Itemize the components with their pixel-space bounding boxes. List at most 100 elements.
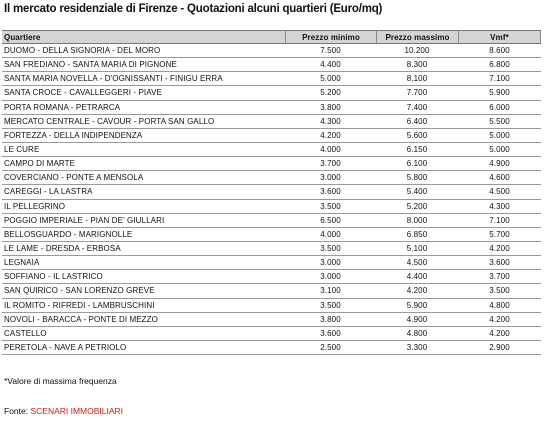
cell-quartiere: CASTELLO (4, 328, 47, 338)
cell-quartiere: MERCATO CENTRALE - CAVOUR - PORTA SAN GA… (4, 116, 215, 126)
page-title: Il mercato residenziale di Firenze - Quo… (4, 3, 383, 15)
table-row: LEGNAIA 3.000 4.500 3.600 (2, 256, 541, 271)
cell-prezzo-minimo: 3.500 (320, 201, 341, 211)
source-name: SCENARI IMMOBILIARI (30, 406, 124, 416)
cell-quartiere: LEGNAIA (4, 258, 40, 268)
cell-prezzo-minimo: 4.000 (320, 229, 341, 239)
cell-prezzo-massimo: 6.100 (406, 159, 428, 169)
table-row: LE CURE 4.000 6.150 5.000 (2, 143, 541, 158)
cell-quartiere: PORTA ROMANA - PETRARCA (4, 102, 121, 112)
cell-quartiere: DUOMO - DELLA SIGNORIA - DEL MORO (4, 46, 161, 56)
cell-vmf: 6.800 (489, 60, 510, 70)
source-line: Fonte: SCENARI IMMOBILIARI (4, 406, 123, 416)
cell-prezzo-massimo: 5.800 (406, 173, 428, 183)
table-row: COVERCIANO - PONTE A MENSOLA 3.000 5.800 4.… (2, 171, 541, 186)
cell-prezzo-minimo: 4.000 (320, 145, 341, 155)
cell-prezzo-minimo: 3.100 (320, 286, 341, 296)
cell-prezzo-minimo: 4.300 (320, 116, 341, 126)
table-row: POGGIO IMPERIALE - PIAN DE' GIULLARI 6.50… (2, 214, 541, 228)
table-row: SAN FREDIANO - SANTA MARIA DI PIGNONE 4.4… (2, 58, 541, 73)
table-row: CAMPO DI MARTE 3.700 6.100 4.900 (2, 157, 541, 172)
cell-prezzo-massimo: 8.300 (406, 60, 428, 70)
cell-prezzo-minimo: 3.000 (320, 272, 341, 282)
cell-prezzo-massimo: 5.100 (406, 244, 428, 254)
cell-prezzo-massimo: 3.300 (406, 343, 428, 353)
table-row: NOVOLI - BARACCA - PONTE DI MEZZO 3.800 4.… (2, 313, 541, 327)
table-row: SANTA MARIA NOVELLA - D'OGNISSANTI - FIN… (2, 72, 541, 87)
table-row: SOFFIANO - IL LASTRICO 3.000 4.400 3.700 (2, 270, 541, 285)
table-row: LE LAME - DRESDA - ERBOSA 3.500 5.100 4.200 (2, 242, 541, 257)
table-row: PORTA ROMANA - PETRARCA 3.800 7.400 6.000 (2, 101, 541, 115)
cell-prezzo-minimo: 2.500 (320, 343, 341, 353)
cell-vmf: 5.700 (489, 229, 510, 239)
cell-quartiere: PERETOLA - NAVE A PETRIOLO (4, 343, 127, 353)
cell-vmf: 3.700 (489, 272, 510, 282)
cell-quartiere: LE LAME - DRESDA - ERBOSA (4, 244, 121, 254)
cell-prezzo-massimo: 4.500 (406, 258, 428, 268)
cell-quartiere: IL ROMITO - RIFREDI - LAMBRUSCHINI (4, 300, 155, 310)
cell-quartiere: LE CURE (4, 145, 40, 155)
cell-prezzo-minimo: 5.000 (320, 74, 341, 84)
cell-vmf: 4.200 (489, 314, 510, 324)
table-row: IL PELLEGRINO 3.500 5.200 4.300 (2, 200, 541, 214)
cell-prezzo-minimo: 6.500 (320, 215, 341, 225)
prices-table: Quartiere Prezzo minimo Prezzo massimo V… (2, 30, 541, 356)
table-row: SAN QUIRICO - SAN LORENZO GREVE 3.100 4.20… (2, 284, 541, 299)
cell-prezzo-massimo: 4.200 (406, 286, 428, 296)
cell-prezzo-minimo: 5.200 (320, 88, 341, 98)
cell-prezzo-minimo: 7.500 (320, 46, 341, 56)
cell-quartiere: IL PELLEGRINO (4, 201, 66, 211)
cell-prezzo-massimo: 4.400 (406, 272, 428, 282)
cell-prezzo-massimo: 5.400 (406, 187, 428, 197)
cell-prezzo-minimo: 3.800 (320, 102, 341, 112)
cell-quartiere: SAN FREDIANO - SANTA MARIA DI PIGNONE (4, 60, 177, 70)
cell-prezzo-minimo: 3.000 (320, 173, 341, 183)
cell-vmf: 4.800 (489, 300, 510, 310)
table-row: CAREGGI - LA LASTRA 3.600 5.400 4.500 (2, 185, 541, 200)
cell-quartiere: CAMPO DI MARTE (4, 159, 76, 169)
cell-prezzo-massimo: 7.400 (406, 102, 428, 112)
table-header-row: Quartiere Prezzo minimo Prezzo massimo V… (2, 30, 541, 44)
cell-vmf: 4.200 (489, 328, 510, 338)
cell-vmf: 5.000 (489, 130, 510, 140)
cell-prezzo-massimo: 4.900 (406, 314, 428, 324)
cell-prezzo-minimo: 4.200 (320, 130, 341, 140)
cell-prezzo-massimo: 6.150 (406, 145, 428, 155)
cell-vmf: 8.600 (489, 46, 510, 56)
cell-vmf: 5.900 (489, 88, 510, 98)
cell-prezzo-massimo: 8.000 (406, 215, 428, 225)
table-row: MERCATO CENTRALE - CAVOUR - PORTA SAN GA… (2, 115, 541, 129)
cell-quartiere: POGGIO IMPERIALE - PIAN DE' GIULLARI (4, 215, 165, 225)
cell-prezzo-massimo: 5.900 (406, 300, 428, 310)
cell-vmf: 4.500 (489, 187, 510, 197)
cell-vmf: 4.900 (489, 159, 510, 169)
cell-prezzo-massimo: 8.100 (406, 74, 428, 84)
cell-quartiere: SANTA MARIA NOVELLA - D'OGNISSANTI - FIN… (4, 74, 223, 84)
cell-prezzo-massimo: 10.200 (404, 46, 430, 56)
table-row: CASTELLO 3.600 4.800 4.200 (2, 327, 541, 341)
cell-quartiere: FORTEZZA - DELLA INDIPENDENZA (4, 130, 143, 140)
cell-quartiere: SOFFIANO - IL LASTRICO (4, 272, 103, 282)
cell-vmf: 4.300 (489, 201, 510, 211)
cell-quartiere: BELLOSGUARDO - MARIGNOLLE (4, 229, 133, 239)
table-row: BELLOSGUARDO - MARIGNOLLE 4.000 6.850 5.700 (2, 228, 541, 242)
cell-vmf: 3.600 (489, 258, 510, 268)
header-vmf: Vmf* (458, 31, 541, 43)
cell-vmf: 5.500 (489, 116, 510, 126)
cell-prezzo-massimo: 4.800 (406, 328, 428, 338)
cell-vmf: 4.600 (489, 173, 510, 183)
table-row: PERETOLA - NAVE A PETRIOLO 2.500 3.300 2.90… (2, 341, 541, 356)
cell-prezzo-massimo: 7.700 (406, 88, 428, 98)
cell-vmf: 7.100 (489, 215, 510, 225)
cell-vmf: 5.000 (489, 145, 510, 155)
cell-prezzo-massimo: 5.600 (406, 130, 428, 140)
cell-quartiere: SAN QUIRICO - SAN LORENZO GREVE (4, 286, 155, 296)
cell-quartiere: SANTA CROCE - CAVALLEGGERI - PIAVE (4, 88, 162, 98)
footnote: *Valore di massima frequenza (4, 376, 117, 386)
cell-prezzo-minimo: 3.000 (320, 258, 341, 268)
cell-prezzo-minimo: 3.800 (320, 314, 341, 324)
cell-quartiere: COVERCIANO - PONTE A MENSOLA (4, 173, 144, 183)
cell-prezzo-minimo: 3.600 (320, 328, 341, 338)
cell-quartiere: CAREGGI - LA LASTRA (4, 187, 93, 197)
table-row: IL ROMITO - RIFREDI - LAMBRUSCHINI 3.500 5… (2, 299, 541, 313)
